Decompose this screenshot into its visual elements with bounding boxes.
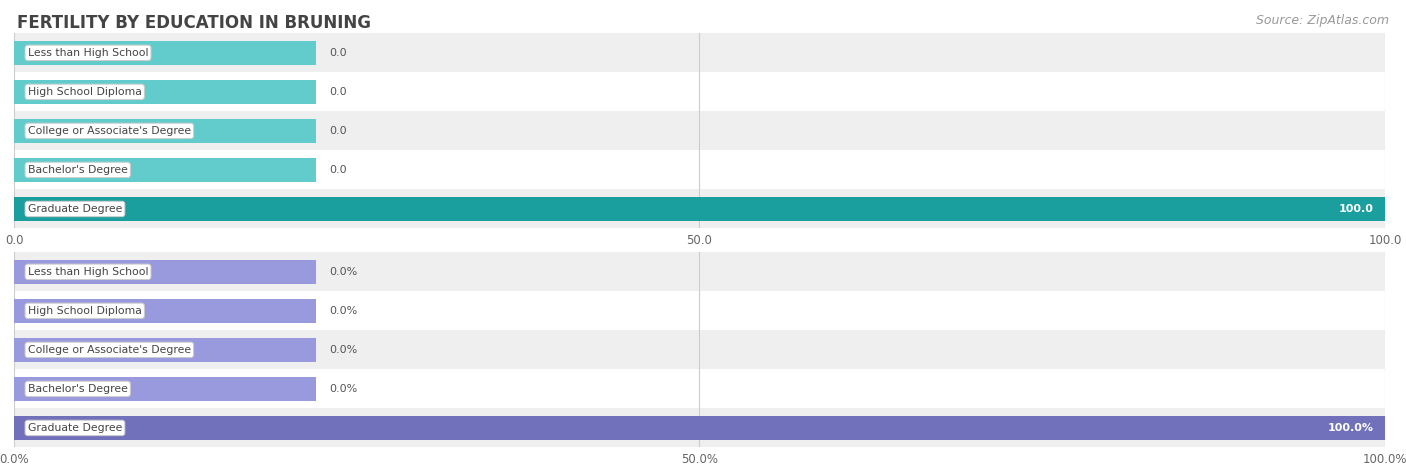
Bar: [14, 158, 315, 182]
Bar: [14, 330, 1385, 369]
Bar: [14, 408, 1385, 447]
Bar: [14, 299, 315, 323]
Bar: [14, 197, 1385, 221]
Bar: [14, 111, 1385, 150]
Text: 0.0: 0.0: [329, 87, 347, 97]
Bar: [14, 189, 1385, 228]
Bar: [14, 72, 1385, 111]
Text: FERTILITY BY EDUCATION IN BRUNING: FERTILITY BY EDUCATION IN BRUNING: [17, 14, 371, 32]
Bar: [14, 119, 315, 143]
Bar: [14, 291, 1385, 330]
Text: 100.0: 100.0: [1339, 204, 1374, 214]
Text: 0.0: 0.0: [329, 126, 347, 136]
Text: 0.0%: 0.0%: [329, 267, 357, 277]
Text: 0.0: 0.0: [329, 165, 347, 175]
Text: 0.0: 0.0: [329, 48, 347, 58]
Bar: [14, 369, 1385, 408]
Bar: [14, 150, 1385, 189]
Text: High School Diploma: High School Diploma: [28, 306, 142, 316]
Text: Bachelor's Degree: Bachelor's Degree: [28, 165, 128, 175]
Text: Less than High School: Less than High School: [28, 267, 148, 277]
Text: High School Diploma: High School Diploma: [28, 87, 142, 97]
Text: Bachelor's Degree: Bachelor's Degree: [28, 384, 128, 394]
Bar: [14, 41, 315, 65]
Text: 0.0%: 0.0%: [329, 384, 357, 394]
Text: 0.0%: 0.0%: [329, 345, 357, 355]
Text: College or Associate's Degree: College or Associate's Degree: [28, 345, 191, 355]
Bar: [14, 252, 1385, 291]
Text: 100.0%: 100.0%: [1327, 423, 1374, 433]
Text: College or Associate's Degree: College or Associate's Degree: [28, 126, 191, 136]
Text: Graduate Degree: Graduate Degree: [28, 423, 122, 433]
Bar: [14, 416, 1385, 440]
Bar: [14, 260, 315, 284]
Bar: [14, 377, 315, 401]
Text: Graduate Degree: Graduate Degree: [28, 204, 122, 214]
Text: Less than High School: Less than High School: [28, 48, 148, 58]
Text: 0.0%: 0.0%: [329, 306, 357, 316]
Bar: [14, 80, 315, 104]
Text: Source: ZipAtlas.com: Source: ZipAtlas.com: [1256, 14, 1389, 27]
Bar: [14, 338, 315, 362]
Bar: [14, 33, 1385, 72]
